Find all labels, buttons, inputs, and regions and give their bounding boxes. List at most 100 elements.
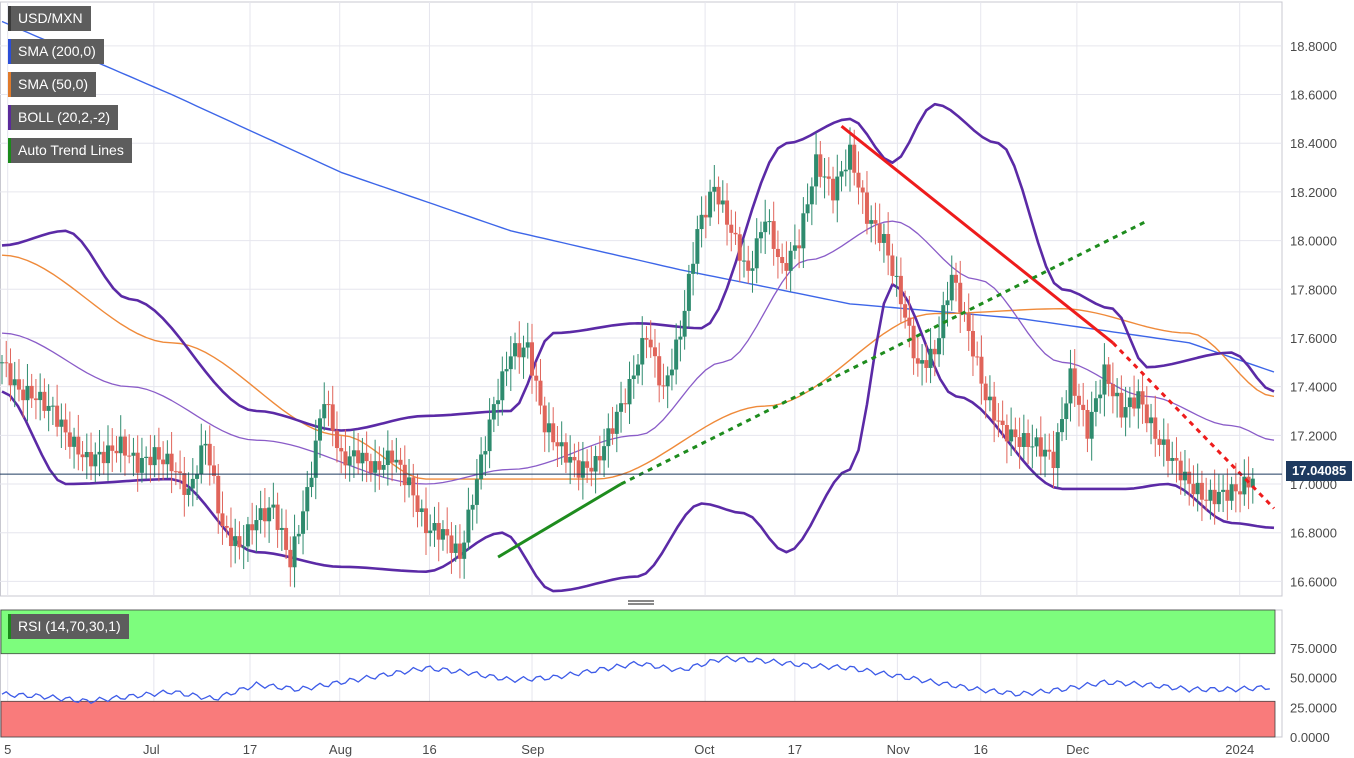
candle-body <box>309 477 314 488</box>
candle-body <box>212 465 216 476</box>
candle-body <box>440 529 445 540</box>
candle-body <box>1187 471 1192 484</box>
rsi-tick-label: 50.0000 <box>1290 671 1337 686</box>
legend-item-sma200[interactable]: SMA (200,0) <box>8 39 104 64</box>
candle-body <box>161 459 166 465</box>
candle-body <box>326 404 331 406</box>
candle-body <box>127 455 132 457</box>
candle-body <box>1021 433 1026 447</box>
candle-body <box>898 275 903 305</box>
panel-splitter <box>628 600 654 602</box>
legend-label: BOLL (20,2,-2) <box>18 109 111 125</box>
candle-body <box>347 456 352 466</box>
candle-body <box>1089 411 1094 439</box>
time-tick-label: Oct <box>694 742 715 757</box>
candle-body <box>589 467 594 472</box>
candle-body <box>606 428 611 447</box>
rsi-line <box>1 655 1270 704</box>
candle-body <box>1064 403 1069 420</box>
candle-body <box>55 405 60 427</box>
legend-item-trendlines[interactable]: Auto Trend Lines <box>8 138 132 163</box>
legend-item-usdmxn[interactable]: USD/MXN <box>8 6 91 31</box>
candle-body <box>390 450 395 463</box>
candle-body <box>1051 451 1056 469</box>
candle-body <box>8 363 13 386</box>
candle-body <box>330 404 335 431</box>
chart-grid <box>0 1 1283 738</box>
candle-body <box>504 369 509 372</box>
candle-body <box>852 144 857 173</box>
candle-body <box>1017 437 1022 447</box>
candle-body <box>945 300 950 306</box>
rsi-legend-label: RSI (14,70,30,1) <box>18 618 121 634</box>
candle-body <box>135 452 140 473</box>
candle-body <box>674 339 679 370</box>
candle-body <box>152 447 157 466</box>
candle-body <box>517 343 522 358</box>
candle-body <box>424 508 428 534</box>
candle-body <box>1199 482 1204 500</box>
price-tick-label: 17.6000 <box>1290 331 1337 346</box>
candle-body <box>292 536 297 568</box>
candle-body <box>602 446 607 461</box>
time-tick-label: Dec <box>1066 742 1090 757</box>
rsi-panel <box>0 609 1276 738</box>
candle-body <box>983 383 988 401</box>
candle-body <box>21 389 26 401</box>
candle-body <box>746 260 751 271</box>
candle-body <box>669 369 674 376</box>
candle-body <box>220 513 225 526</box>
candle-body <box>500 371 505 401</box>
candle-body <box>860 187 865 193</box>
candle-body <box>216 475 221 514</box>
candle-body <box>1166 439 1170 461</box>
candle-body <box>1000 420 1005 425</box>
candle-body <box>250 524 255 531</box>
candle-body <box>1174 457 1179 461</box>
legend-item-boll[interactable]: BOLL (20,2,-2) <box>8 105 119 130</box>
candle-body <box>284 527 289 550</box>
candle-body <box>118 436 123 454</box>
legend-item-sma50[interactable]: SMA (50,0) <box>8 72 97 97</box>
candle-body <box>1229 484 1234 501</box>
legend-swatch <box>8 72 11 97</box>
price-tick-label: 16.8000 <box>1290 526 1337 541</box>
candle-body <box>1123 407 1128 418</box>
candle-body <box>224 525 229 528</box>
candle-body <box>33 398 38 401</box>
candle-body <box>483 451 488 455</box>
candle-body <box>385 450 390 465</box>
candle-body <box>1204 499 1209 501</box>
candle-body <box>402 464 407 486</box>
candle-body <box>245 524 250 547</box>
candle-body <box>301 511 306 534</box>
rsi-legend[interactable]: RSI (14,70,30,1) <box>8 614 129 639</box>
candle-body <box>1208 489 1213 501</box>
candle-body <box>1119 392 1124 418</box>
candle-body <box>754 238 759 269</box>
candle-body <box>640 338 645 365</box>
candle-body <box>546 423 551 433</box>
candle-body <box>457 543 462 559</box>
candle-body <box>1110 383 1115 397</box>
candle-body <box>93 454 98 467</box>
time-tick-label: Sep <box>521 742 544 757</box>
chart-legend: USD/MXN SMA (200,0) SMA (50,0) BOLL (20,… <box>8 6 132 171</box>
candle-body <box>258 508 263 521</box>
candle-body <box>496 400 501 405</box>
candle-body <box>296 533 301 537</box>
candle-body <box>525 342 530 348</box>
candle-body <box>373 461 378 473</box>
time-tick-label: Nov <box>887 742 911 757</box>
time-tick-label: Aug <box>329 742 352 757</box>
legend-label: Auto Trend Lines <box>18 142 124 158</box>
candle-body <box>720 200 725 205</box>
bollinger-lower-band <box>1 283 1275 593</box>
time-tick-label: 16 <box>974 742 988 757</box>
price-tick-label: 18.0000 <box>1290 234 1337 249</box>
candle-body <box>750 268 755 271</box>
candle-body <box>1161 439 1166 445</box>
candle-body <box>699 214 704 230</box>
candle-body <box>1076 395 1081 405</box>
candle-body <box>1225 489 1230 501</box>
